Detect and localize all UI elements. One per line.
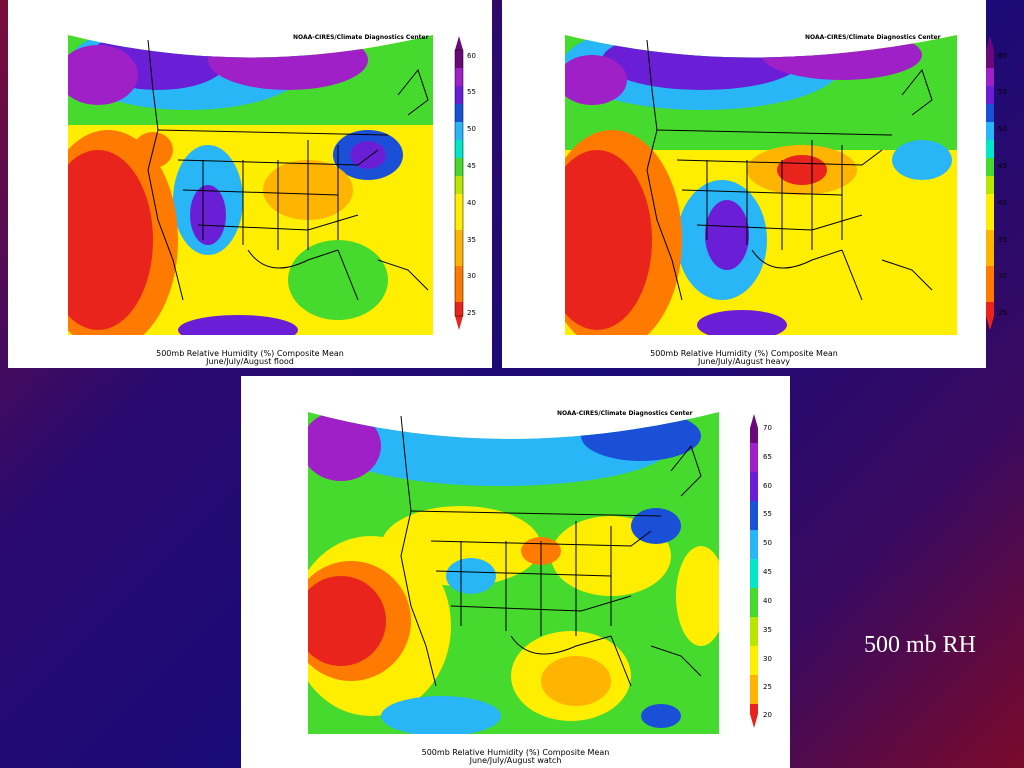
- scale-label: 55: [467, 88, 476, 96]
- caption-subtitle-flood: June/July/August flood: [206, 357, 294, 366]
- scale-label: 25: [998, 309, 1007, 317]
- rh-map-flood: [68, 35, 464, 335]
- map-panel-flood: NOAA-CIRES/Climate Diagnostics Center 60…: [8, 0, 492, 368]
- scale-label: 30: [763, 655, 772, 663]
- credit-watch: NOAA-CIRES/Climate Diagnostics Center: [557, 410, 693, 417]
- scale-label: 25: [763, 683, 772, 691]
- scale-label: 35: [998, 236, 1007, 244]
- scale-label: 40: [998, 199, 1007, 207]
- scale-label: 20: [763, 711, 772, 719]
- scale-label: 45: [998, 162, 1007, 170]
- scale-label: 55: [998, 88, 1007, 96]
- scale-label: 25: [467, 309, 476, 317]
- color-scale-flood: [454, 36, 464, 330]
- scale-label: 50: [467, 125, 476, 133]
- scale-label: 65: [763, 453, 772, 461]
- credit-heavy: NOAA-CIRES/Climate Diagnostics Center: [805, 34, 941, 41]
- scale-label: 40: [467, 199, 476, 207]
- rh-map-heavy: [565, 35, 957, 335]
- caption-subtitle-heavy: June/July/August heavy: [697, 357, 791, 366]
- scale-label: 50: [763, 539, 772, 547]
- color-scale-watch: [750, 414, 758, 728]
- scale-label: 70: [763, 424, 772, 432]
- scale-label: 60: [998, 52, 1007, 60]
- caption-title-watch: 500mb Relative Humidity (%) Composite Me…: [421, 748, 610, 757]
- scale-label: 45: [467, 162, 476, 170]
- scale-label: 30: [467, 272, 476, 280]
- scale-label: 50: [998, 125, 1007, 133]
- color-scale-heavy-bar: [986, 36, 994, 330]
- scale-label: 40: [763, 597, 772, 605]
- map-panel-heavy: NOAA-CIRES/Climate Diagnostics Center 60…: [502, 0, 1007, 368]
- scale-label: 35: [467, 236, 476, 244]
- caption-title-flood: 500mb Relative Humidity (%) Composite Me…: [156, 349, 344, 358]
- scale-label: 30: [998, 272, 1007, 280]
- caption-title-heavy: 500mb Relative Humidity (%) Composite Me…: [650, 349, 838, 358]
- scale-label: 45: [763, 568, 772, 576]
- map-panel-watch: NOAA-CIRES/Climate Diagnostics Center 70…: [241, 376, 790, 768]
- caption-subtitle-watch: June/July/August watch: [469, 756, 562, 765]
- scale-label: 60: [467, 52, 476, 60]
- slide-title: 500 mb RH: [864, 632, 977, 658]
- scale-label: 60: [763, 482, 772, 490]
- rh-map-watch: [308, 412, 758, 734]
- scale-label: 35: [763, 626, 772, 634]
- credit-flood: NOAA-CIRES/Climate Diagnostics Center: [293, 34, 429, 41]
- scale-label: 55: [763, 510, 772, 518]
